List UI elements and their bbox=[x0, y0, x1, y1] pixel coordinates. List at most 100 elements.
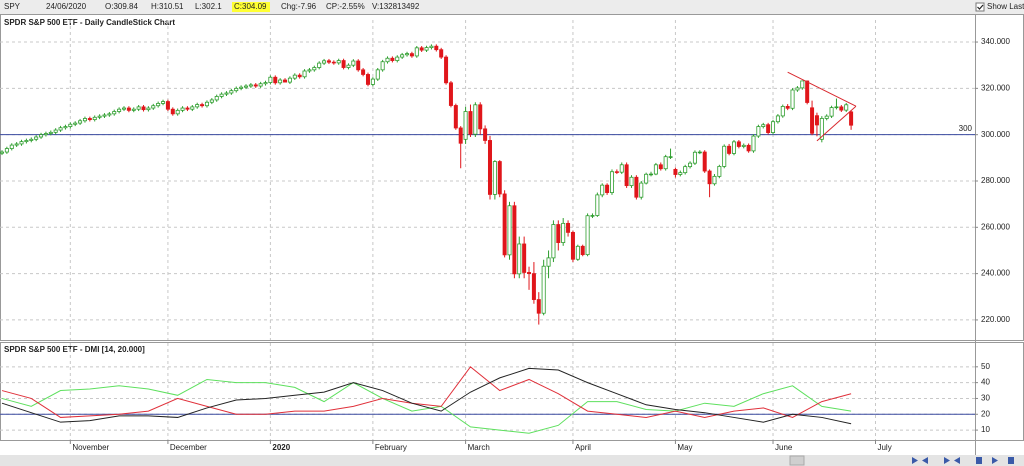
candle-body bbox=[429, 45, 434, 48]
open-label: O:309.84 bbox=[105, 2, 138, 11]
candle-body bbox=[4, 148, 9, 153]
nav-icons[interactable] bbox=[912, 457, 1014, 464]
candle-body bbox=[43, 133, 48, 136]
y-tick-label: 340.000 bbox=[981, 37, 1010, 46]
candle-body bbox=[810, 107, 815, 134]
candle-body bbox=[121, 107, 126, 110]
change-label: Chg:-7.96 bbox=[281, 2, 317, 11]
volume-label: V:132813492 bbox=[372, 2, 420, 11]
candle-body bbox=[502, 193, 507, 256]
candle-body bbox=[356, 60, 361, 71]
candle-body bbox=[409, 53, 414, 57]
dmi-chart-title: SPDR S&P 500 ETF - DMI [14, 20.000] bbox=[4, 345, 145, 354]
candle-body bbox=[180, 107, 185, 111]
candle-body bbox=[48, 131, 53, 134]
candle-body bbox=[746, 144, 751, 152]
show-last-checkbox[interactable] bbox=[975, 2, 985, 12]
candle-body bbox=[73, 122, 78, 125]
scrollbar[interactable] bbox=[0, 455, 1024, 466]
candle-body bbox=[697, 151, 702, 154]
candle-body bbox=[824, 115, 829, 119]
candle-body bbox=[29, 138, 34, 141]
candle-body bbox=[58, 127, 63, 131]
x-tick-label: March bbox=[468, 443, 490, 452]
candle-body bbox=[117, 108, 122, 112]
candle-body bbox=[595, 194, 600, 216]
candle-body bbox=[771, 121, 776, 133]
candle-body bbox=[614, 171, 619, 173]
candle-body bbox=[775, 115, 780, 123]
candle-body bbox=[761, 124, 766, 127]
candle-body bbox=[805, 80, 810, 103]
candle-body bbox=[517, 243, 522, 275]
candle-body bbox=[97, 115, 102, 118]
candle-body bbox=[380, 61, 385, 71]
candle-body bbox=[302, 70, 307, 78]
trendline bbox=[816, 105, 857, 142]
candle-body bbox=[556, 224, 561, 243]
show-last-label[interactable]: Show Last bbox=[987, 2, 1024, 11]
candle-body bbox=[405, 53, 410, 56]
y-tick-label: 220.000 bbox=[981, 315, 1010, 324]
candle-body bbox=[336, 60, 341, 64]
y-tick-label: 320.000 bbox=[981, 83, 1010, 92]
candle-body bbox=[512, 205, 517, 275]
trendline bbox=[787, 71, 857, 107]
candle-body bbox=[161, 101, 166, 104]
candle-body bbox=[68, 123, 73, 127]
candle-body bbox=[351, 60, 356, 66]
x-tick-label: November bbox=[72, 443, 109, 452]
candle-body bbox=[370, 78, 375, 85]
candle-body bbox=[814, 115, 819, 126]
x-tick-label: June bbox=[775, 443, 793, 452]
candle-body bbox=[507, 205, 512, 256]
y-tick-label: 260.000 bbox=[981, 222, 1010, 231]
candle-body bbox=[317, 62, 322, 68]
candle-body bbox=[800, 80, 805, 89]
candle-body bbox=[829, 107, 834, 117]
candle-body bbox=[600, 184, 605, 196]
candle-body bbox=[541, 265, 546, 314]
candle-body bbox=[146, 107, 151, 111]
candle-body bbox=[312, 67, 317, 71]
candle-body bbox=[844, 104, 849, 111]
candle-body bbox=[468, 111, 473, 135]
candle-body bbox=[839, 106, 844, 111]
candle-body bbox=[9, 144, 14, 149]
candle-body bbox=[151, 105, 156, 109]
candle-body bbox=[53, 129, 58, 133]
candle-body bbox=[78, 120, 83, 124]
y-tick-label: 40 bbox=[981, 378, 990, 387]
scroll-thumb[interactable] bbox=[789, 455, 805, 466]
candle-body bbox=[736, 141, 741, 147]
candle-body bbox=[551, 224, 556, 259]
candle-body bbox=[473, 104, 478, 135]
candle-body bbox=[546, 257, 551, 267]
candle-body bbox=[209, 99, 214, 103]
candle-body bbox=[229, 90, 234, 94]
y-tick-label: 280.000 bbox=[981, 176, 1010, 185]
candle-body bbox=[292, 74, 297, 79]
candle-body bbox=[385, 57, 390, 63]
candle-body bbox=[463, 111, 468, 140]
candle-body bbox=[639, 182, 644, 198]
y-tick-label: 240.000 bbox=[981, 269, 1010, 278]
candle-body bbox=[165, 101, 170, 110]
nav-buttons[interactable] bbox=[912, 457, 1014, 464]
candle-body bbox=[536, 299, 541, 314]
candle-body bbox=[478, 104, 483, 130]
candle-body bbox=[112, 111, 117, 115]
candle-body bbox=[185, 107, 190, 110]
candle-body bbox=[590, 215, 595, 217]
candle-body bbox=[39, 134, 44, 138]
candle-body bbox=[434, 45, 439, 51]
candle-body bbox=[766, 124, 771, 133]
candle-body bbox=[722, 145, 727, 167]
candle-body bbox=[156, 103, 161, 107]
candle-body bbox=[107, 113, 112, 116]
candle-body bbox=[688, 162, 693, 168]
x-tick-label: December bbox=[170, 443, 207, 452]
candle-body bbox=[331, 61, 336, 64]
y-tick-label: 50 bbox=[981, 362, 990, 371]
high-label: H:310.51 bbox=[151, 2, 184, 11]
